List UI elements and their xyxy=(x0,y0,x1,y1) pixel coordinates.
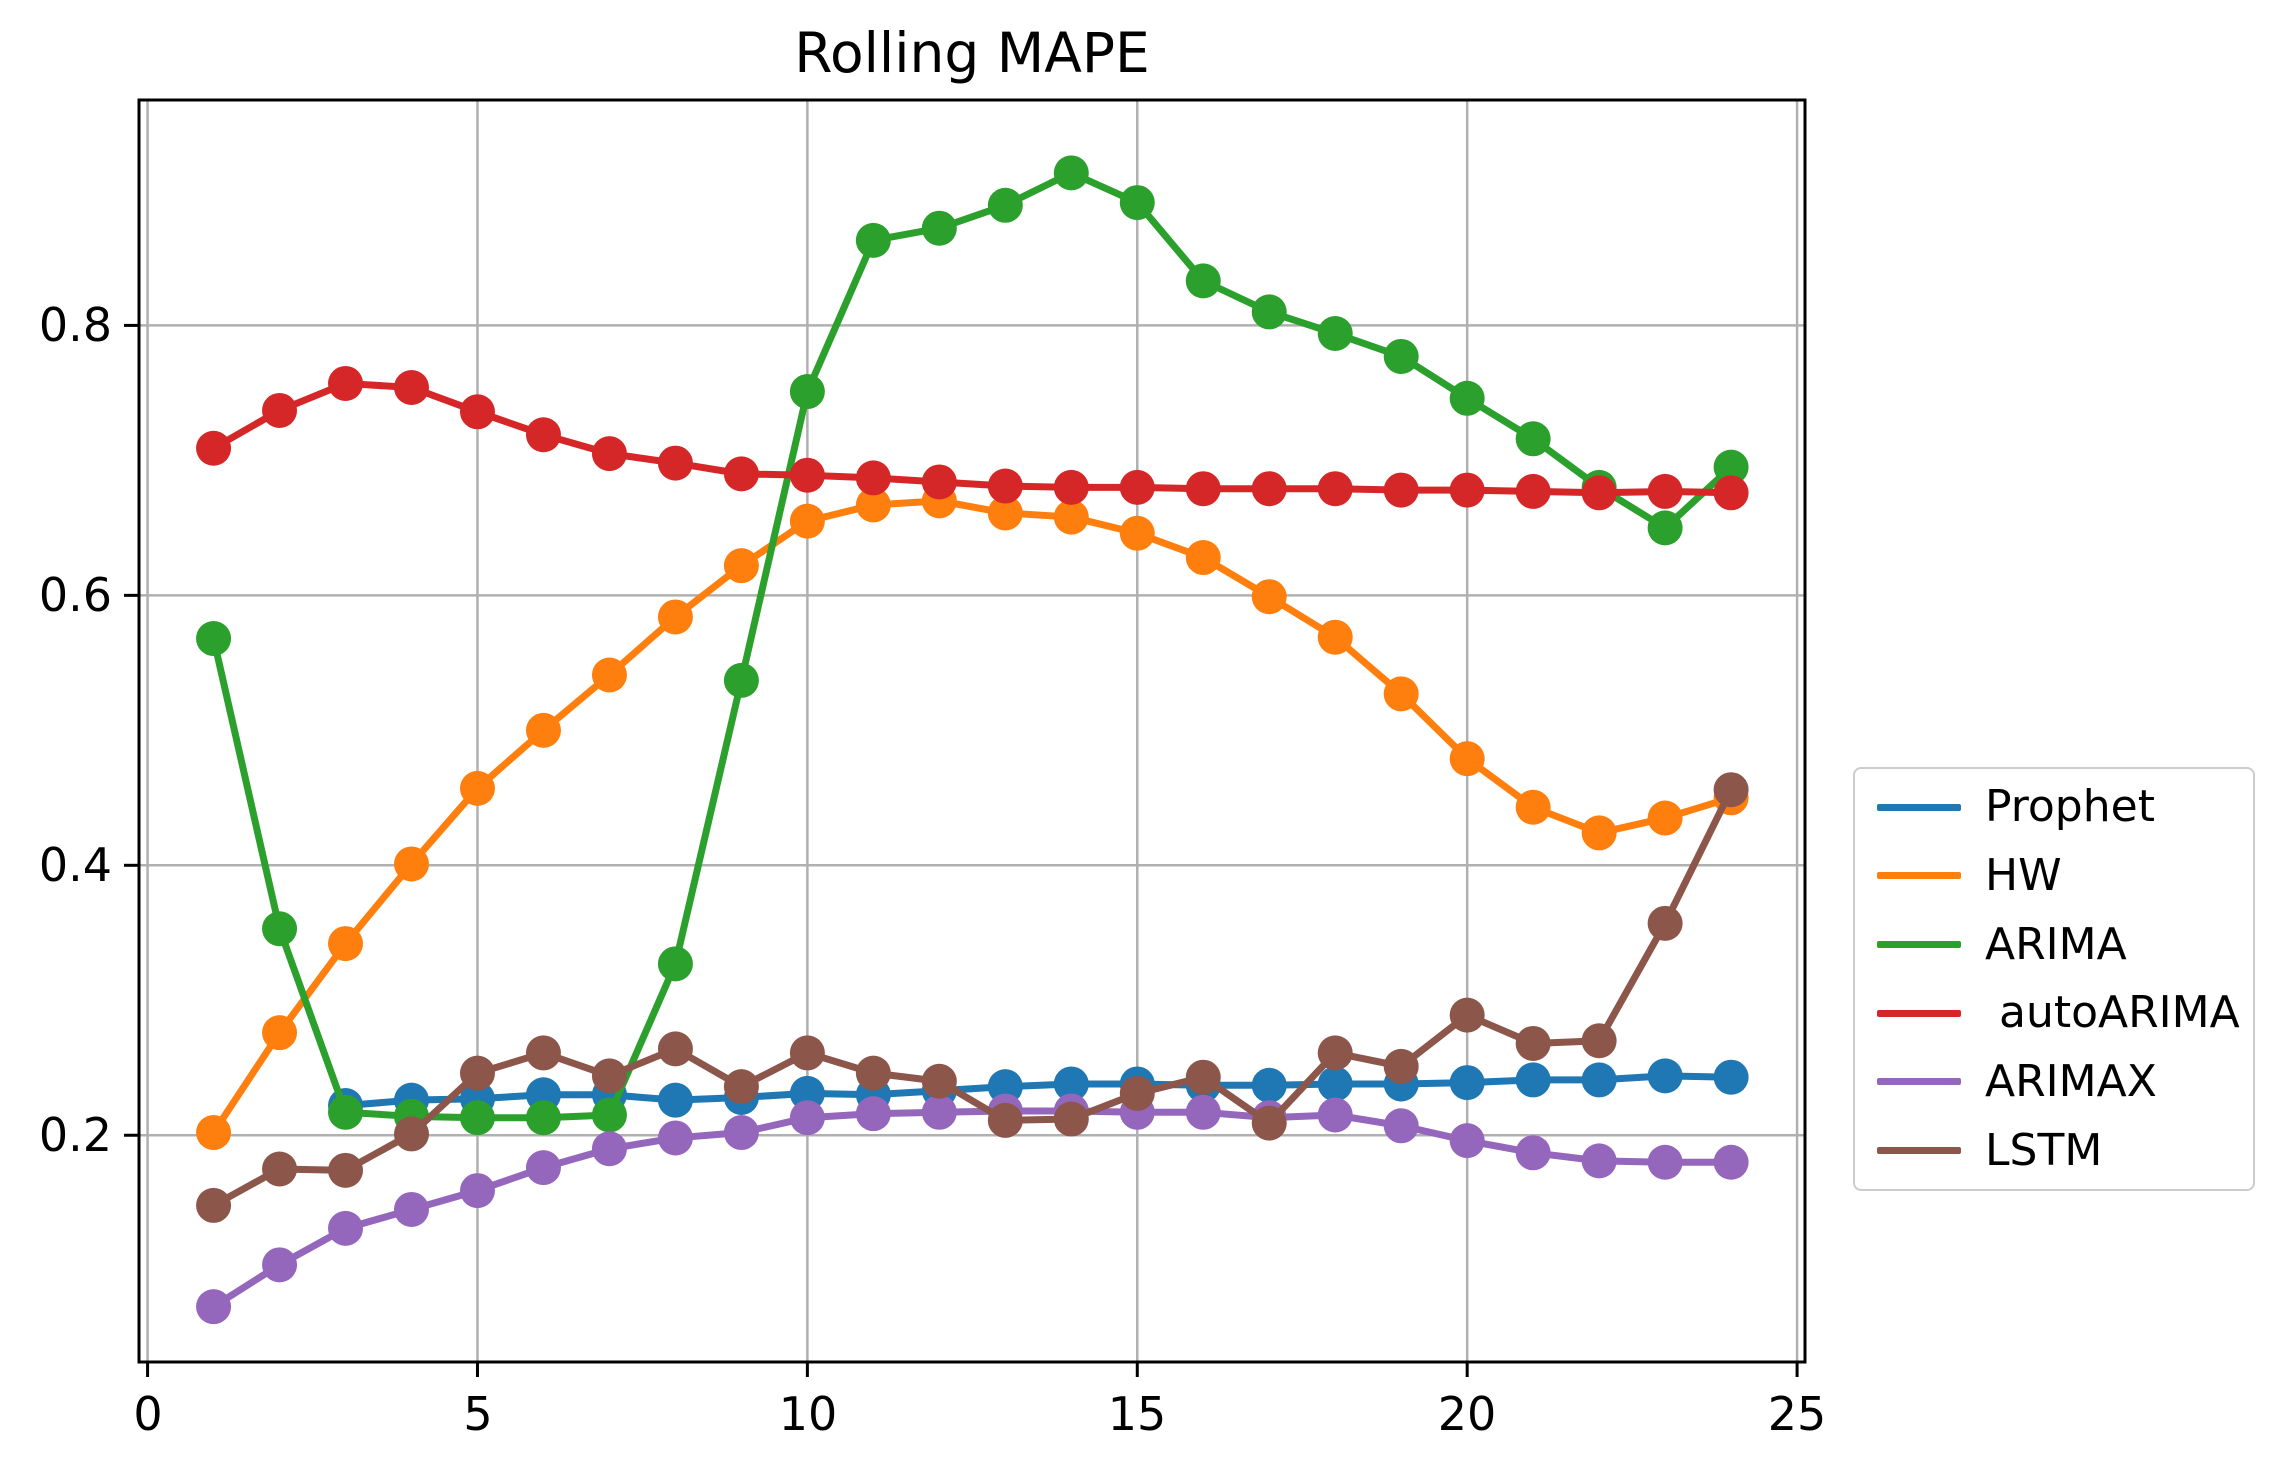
series-ARIMA xyxy=(196,155,1749,1136)
series-HW xyxy=(196,483,1749,1151)
chart-title: Rolling MAPE xyxy=(794,21,1150,85)
legend-label: HW xyxy=(1985,849,2062,901)
series-autoARIMA xyxy=(196,365,1749,511)
tick-marks xyxy=(124,323,1799,1377)
x-tick-label: 15 xyxy=(1108,1387,1167,1441)
legend-item-arima: ARIMA xyxy=(1855,912,2253,978)
legend-label: Prophet xyxy=(1985,781,2155,833)
y-tick-label: 0.4 xyxy=(39,838,112,892)
legend-label: ARIMA xyxy=(1985,918,2127,970)
series-LSTM xyxy=(196,772,1749,1223)
legend-item-hw: HW xyxy=(1855,843,2253,909)
legend-item-prophet: Prophet xyxy=(1855,774,2253,840)
x-tick-label: 10 xyxy=(779,1387,838,1441)
legend-item-arimax: ARIMAX xyxy=(1855,1049,2253,1115)
legend-item-autoarima: autoARIMA xyxy=(1855,980,2253,1046)
legend-swatch-arima xyxy=(1877,941,1961,949)
x-tick-label: 5 xyxy=(463,1387,492,1441)
x-tick-label: 25 xyxy=(1768,1387,1827,1441)
gridlines xyxy=(139,100,1805,1362)
legend-swatch-prophet xyxy=(1877,803,1961,811)
x-tick-label: 20 xyxy=(1438,1387,1497,1441)
plot-border xyxy=(137,98,1807,1364)
legend-swatch-lstm xyxy=(1877,1147,1961,1155)
legend-label: ARIMAX xyxy=(1985,1055,2157,1107)
legend-swatch-hw xyxy=(1877,872,1961,880)
legend-item-lstm: LSTM xyxy=(1855,1118,2253,1184)
y-tick-label: 0.6 xyxy=(39,568,112,622)
legend-swatch-arimax xyxy=(1877,1078,1961,1086)
x-tick-label: 0 xyxy=(133,1387,162,1441)
legend-label: LSTM xyxy=(1985,1124,2103,1176)
y-tick-label: 0.8 xyxy=(39,298,112,352)
legend: Prophet HW ARIMA autoARIMA ARIMAX LSTM xyxy=(1853,767,2255,1191)
legend-label: autoARIMA xyxy=(1985,987,2240,1039)
chart-series xyxy=(196,155,1749,1325)
legend-swatch-autoarima xyxy=(1877,1009,1961,1017)
series-ARIMAX xyxy=(196,1093,1749,1325)
y-tick-label: 0.2 xyxy=(39,1108,112,1162)
